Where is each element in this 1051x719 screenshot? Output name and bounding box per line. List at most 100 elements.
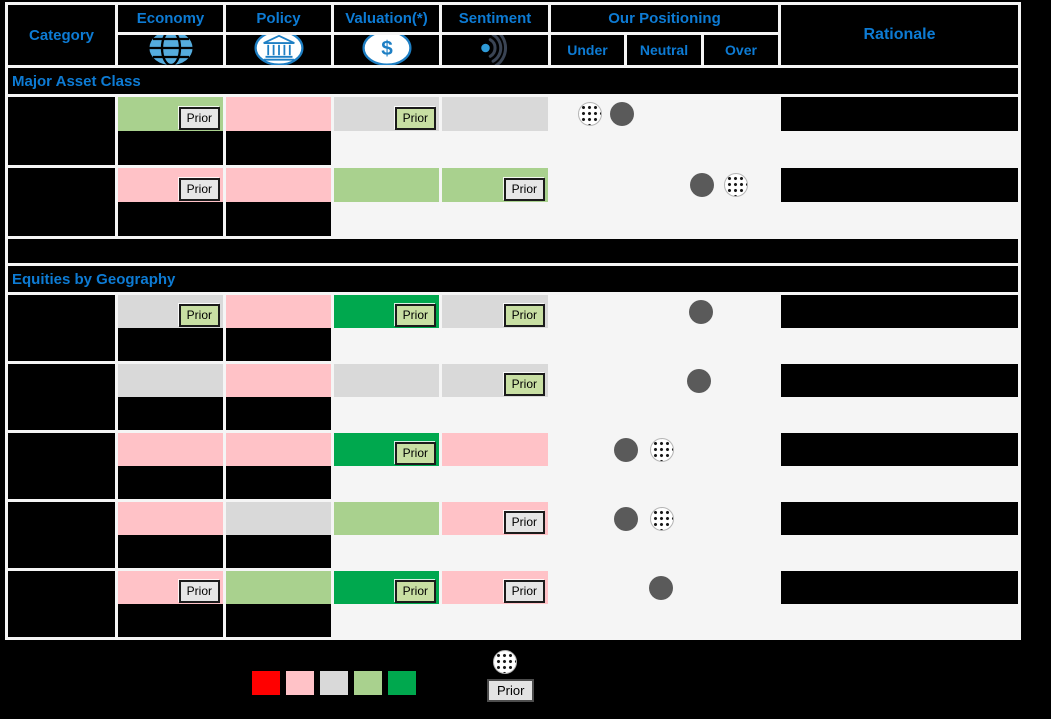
prior-badge: Prior <box>503 373 545 396</box>
under-header: Under <box>551 35 624 65</box>
positioning-cell-over <box>118 604 223 637</box>
positioning-cell-neutral <box>8 202 115 236</box>
positioning-cell-over <box>118 202 223 236</box>
footnote-band <box>8 239 1018 263</box>
prior-badge: Prior <box>503 511 545 534</box>
rationale-header: Rationale <box>781 5 1018 65</box>
positioning-cell-over <box>118 466 223 499</box>
bank-icon <box>253 35 305 65</box>
category-cell <box>8 502 115 535</box>
legend-prior-badge: Prior <box>487 679 535 702</box>
factor-cell-economy <box>118 364 223 397</box>
positioning-table: Category Economy Policy Valuation(*) Sen… <box>5 2 1021 640</box>
positioning-track <box>551 571 778 604</box>
legend-swatch-gray <box>320 671 348 695</box>
factor-cell-economy: Prior <box>118 295 223 328</box>
economy-icon-cell <box>118 35 223 65</box>
legend-swatch-pink <box>286 671 314 695</box>
dollar-icon: $ <box>361 35 413 65</box>
table-row: Prior Prior Prior <box>8 571 1018 637</box>
current-position-marker-icon <box>610 102 635 126</box>
prior-badge: Prior <box>394 107 436 130</box>
prior-position-marker-icon <box>724 173 748 197</box>
category-cell <box>8 295 115 328</box>
current-position-marker-icon <box>613 437 638 462</box>
category-cell <box>8 97 115 131</box>
section-header: Equities by Geography <box>8 266 1018 292</box>
prior-badge: Prior <box>178 178 220 201</box>
valuation-header: Valuation(*) <box>334 5 439 32</box>
positioning-cell-over <box>118 131 223 165</box>
prior-badge: Prior <box>394 580 436 603</box>
category-cell <box>8 571 115 604</box>
positioning-track <box>551 295 778 328</box>
factor-cell-valuation: Prior <box>334 433 439 466</box>
factor-cell-policy <box>226 168 331 202</box>
legend-color-scale <box>252 671 416 695</box>
factor-cell-policy <box>226 433 331 466</box>
positioning-track <box>551 364 778 397</box>
category-header: Category <box>8 5 115 65</box>
rationale-cell <box>226 131 331 165</box>
economy-header: Economy <box>118 5 223 32</box>
factor-cell-valuation <box>334 364 439 397</box>
rationale-cell <box>226 202 331 236</box>
prior-badge: Prior <box>503 178 545 201</box>
factor-cell-sentiment <box>442 433 548 466</box>
factor-cell-policy <box>226 295 331 328</box>
neutral-header: Neutral <box>627 35 701 65</box>
current-position-marker-icon <box>649 575 674 600</box>
positioning-cell-neutral <box>8 131 115 165</box>
section-header: Major Asset Class <box>8 68 1018 94</box>
factor-cell-valuation: Prior <box>334 295 439 328</box>
positioning-cell-under <box>781 364 1018 397</box>
positioning-track <box>551 433 778 466</box>
table-row: Prior <box>8 433 1018 499</box>
positioning-cell-under <box>781 97 1018 131</box>
positioning-cell-neutral <box>8 466 115 499</box>
factor-cell-sentiment: Prior <box>442 168 548 202</box>
signal-waves-icon <box>474 35 516 65</box>
svg-text:$: $ <box>381 37 393 60</box>
positioning-cell-under <box>781 571 1018 604</box>
factor-cell-policy <box>226 97 331 131</box>
prior-position-marker-icon <box>650 437 674 462</box>
over-header: Over <box>704 35 778 65</box>
globe-icon <box>147 35 195 65</box>
table-header: Category Economy Policy Valuation(*) Sen… <box>8 5 1018 65</box>
positioning-track <box>551 97 778 131</box>
valuation-icon-cell: $ <box>334 35 439 65</box>
positioning-cell-over <box>118 328 223 361</box>
policy-icon-cell <box>226 35 331 65</box>
sentiment-header: Sentiment <box>442 5 548 32</box>
rationale-cell <box>226 328 331 361</box>
factor-cell-sentiment: Prior <box>442 502 548 535</box>
positioning-cell-neutral <box>8 535 115 568</box>
legend-swatch-red <box>252 671 280 695</box>
factor-cell-policy <box>226 571 331 604</box>
positioning-cell-under <box>781 502 1018 535</box>
rationale-cell <box>226 604 331 637</box>
current-position-marker-icon <box>687 368 711 393</box>
rationale-cell <box>226 397 331 430</box>
factor-cell-economy: Prior <box>118 97 223 131</box>
sentiment-icon-cell <box>442 35 548 65</box>
positioning-cell-neutral <box>8 328 115 361</box>
positioning-cell-over <box>118 397 223 430</box>
legend-swatch-green <box>388 671 416 695</box>
positioning-cell-neutral <box>8 397 115 430</box>
table-row: Prior <box>8 502 1018 568</box>
table-row: Prior Prior <box>8 97 1018 165</box>
factor-cell-valuation: Prior <box>334 571 439 604</box>
positioning-cell-under <box>781 433 1018 466</box>
factor-cell-valuation <box>334 502 439 535</box>
rationale-cell <box>226 535 331 568</box>
factor-cell-economy <box>118 502 223 535</box>
prior-position-marker-icon <box>578 102 603 126</box>
factor-cell-economy: Prior <box>118 168 223 202</box>
policy-header: Policy <box>226 5 331 32</box>
positioning-track <box>551 502 778 535</box>
factor-cell-policy <box>226 364 331 397</box>
factor-cell-valuation <box>334 168 439 202</box>
current-position-marker-icon <box>689 173 714 197</box>
